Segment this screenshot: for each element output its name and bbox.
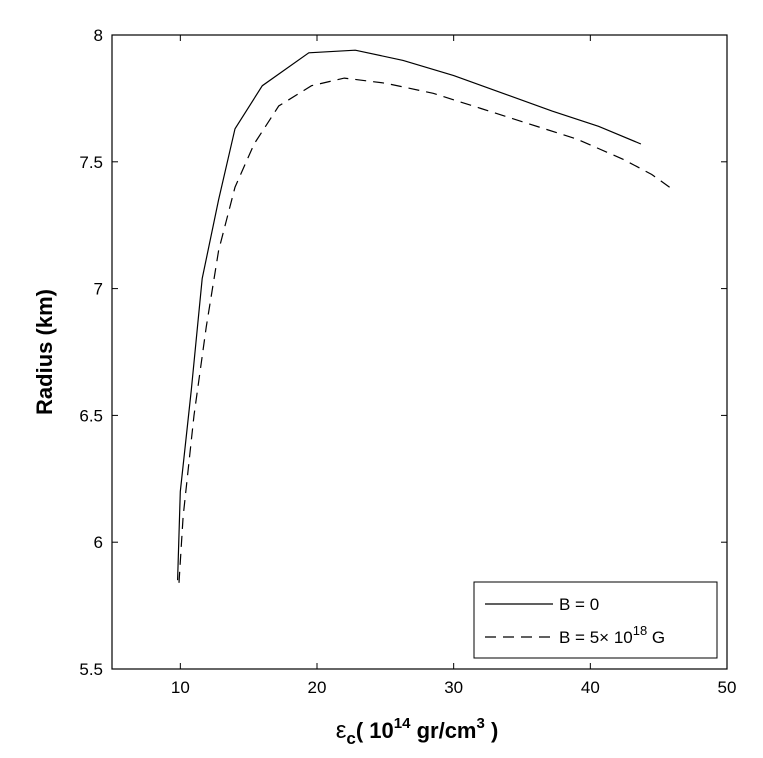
legend-label-b5-tail: G [647,628,665,647]
series-line-b0 [177,49,642,581]
y-axis-label: Radius (km) [32,289,57,415]
legend-box [473,581,718,659]
series-layer [177,49,670,583]
series-line-b5e18 [178,77,670,583]
legend-label-b0: B = 0 [559,595,599,614]
y-tick-labels: 5.5 6 6.5 7 7.5 8 [79,26,103,679]
y-tick-label: 7.5 [79,153,103,172]
legend: B = 0 B = 5× 1018 G [473,581,718,659]
x-axis-label-open: ( 10 [356,718,394,743]
x-tick-label: 50 [718,678,737,697]
x-axis-label: εc( 1014 gr/cm3 ) [336,715,499,748]
x-tick-labels: 10 20 30 40 50 [171,678,737,697]
y-tick-label: 5.5 [79,660,103,679]
axis-ticks [112,34,728,670]
x-tick-label: 40 [581,678,600,697]
legend-label-b5-exp: 18 [633,623,647,638]
y-tick-label: 6.5 [79,406,103,425]
x-axis-label-exp2: 3 [477,715,485,732]
x-axis-label-symbol: ε [336,717,347,744]
x-axis-label-mid: gr/cm [410,718,476,743]
x-axis-label-close: ) [485,718,498,743]
plot-area [111,34,728,670]
x-tick-label: 10 [171,678,190,697]
y-tick-label: 7 [94,280,103,299]
legend-label-b5-base: B = 5× 10 [559,628,633,647]
x-tick-label: 30 [444,678,463,697]
x-axis-label-exp: 14 [394,715,411,732]
y-tick-label: 6 [94,533,103,552]
x-tick-label: 20 [308,678,327,697]
x-axis-label-subscript: c [346,729,355,748]
y-tick-label: 8 [94,26,103,45]
legend-label-b5: B = 5× 1018 G [559,623,665,647]
